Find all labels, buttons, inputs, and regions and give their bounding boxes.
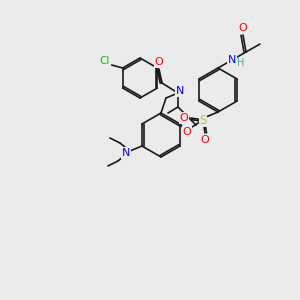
Text: O: O bbox=[154, 57, 164, 67]
Text: Cl: Cl bbox=[100, 56, 110, 66]
Text: O: O bbox=[180, 113, 188, 123]
Text: N: N bbox=[228, 55, 236, 65]
Text: S: S bbox=[199, 113, 207, 127]
Text: O: O bbox=[201, 135, 209, 145]
Text: N: N bbox=[176, 86, 184, 96]
Text: N: N bbox=[122, 148, 130, 158]
Text: O: O bbox=[238, 23, 247, 33]
Text: H: H bbox=[237, 58, 245, 68]
Text: O: O bbox=[183, 127, 191, 137]
